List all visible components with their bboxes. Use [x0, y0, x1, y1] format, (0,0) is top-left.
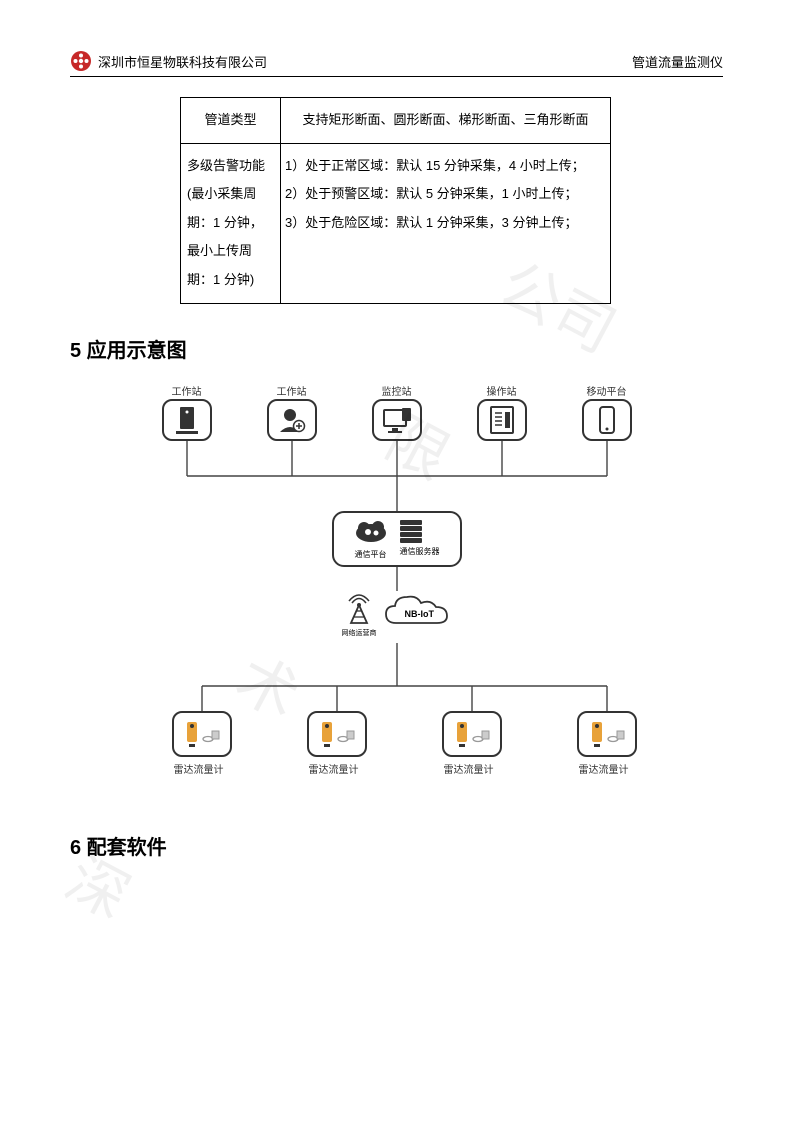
company-name: 深圳市恒星物联科技有限公司 [98, 52, 267, 71]
application-diagram: 工作站 工作站 监控站 操作站 移动平台 通信平台 通 [117, 381, 677, 801]
table-cell-label: 多级告警功能(最小采集周期：1 分钟，最小上传周期：1 分钟) [181, 143, 281, 303]
node-label: 监控站 [367, 383, 427, 398]
user-icon [278, 406, 306, 434]
sensor-icon [202, 725, 220, 743]
sensor-icon [337, 725, 355, 743]
monitor-node [372, 399, 422, 441]
device-icon [589, 720, 605, 748]
table-cell-label: 管道类型 [181, 98, 281, 144]
radar-meter-node [442, 711, 502, 757]
antenna-icon [342, 591, 376, 625]
workstation-node [162, 399, 212, 441]
cloud-gear-icon [354, 518, 388, 544]
mid-label: 通信平台 [354, 549, 388, 560]
workstation-node [267, 399, 317, 441]
panel-icon [488, 405, 516, 435]
table-cell-value: 支持矩形断面、圆形断面、梯形断面、三角形断面 [281, 98, 611, 144]
device-icon [319, 720, 335, 748]
mid-label: 通信服务器 [400, 546, 440, 557]
monitor-icon [382, 406, 412, 434]
sensor-icon [472, 725, 490, 743]
node-label: 操作站 [472, 383, 532, 398]
page-header: 深圳市恒星物联科技有限公司 管道流量监测仪 [70, 50, 723, 77]
table-row: 多级告警功能(最小采集周期：1 分钟，最小上传周期：1 分钟) 1）处于正常区域… [181, 143, 611, 303]
tower-label: 网络运营商 [342, 630, 377, 638]
device-label: 雷达流量计 [304, 761, 364, 776]
phone-icon [597, 405, 617, 435]
device-label: 雷达流量计 [169, 761, 229, 776]
device-label: 雷达流量计 [574, 761, 634, 776]
node-label: 工作站 [262, 383, 322, 398]
company-logo-icon [70, 50, 92, 72]
device-icon [184, 720, 200, 748]
pc-icon [174, 405, 200, 435]
section-heading-6: 6 配套软件 [70, 831, 723, 860]
sensor-icon [607, 725, 625, 743]
node-label: 工作站 [157, 383, 217, 398]
mobile-node [582, 399, 632, 441]
nbiot-node: 网络运营商 NB-IoT [342, 591, 451, 638]
operator-node [477, 399, 527, 441]
radar-meter-node [172, 711, 232, 757]
table-row: 管道类型 支持矩形断面、圆形断面、梯形断面、三角形断面 [181, 98, 611, 144]
cloud-label: NB-IoT [405, 609, 435, 619]
radar-meter-node [307, 711, 367, 757]
device-icon [454, 720, 470, 748]
comms-platform-node: 通信平台 通信服务器 [332, 511, 462, 567]
spec-table: 管道类型 支持矩形断面、圆形断面、梯形断面、三角形断面 多级告警功能(最小采集周… [180, 97, 611, 304]
document-title: 管道流量监测仪 [632, 52, 723, 71]
server-icon [400, 520, 440, 543]
node-label: 移动平台 [577, 383, 637, 398]
radar-meter-node [577, 711, 637, 757]
device-label: 雷达流量计 [439, 761, 499, 776]
table-cell-value: 1）处于正常区域：默认 15 分钟采集，4 小时上传； 2）处于预警区域：默认 … [281, 143, 611, 303]
section-heading-5: 5 应用示意图 [70, 334, 723, 363]
